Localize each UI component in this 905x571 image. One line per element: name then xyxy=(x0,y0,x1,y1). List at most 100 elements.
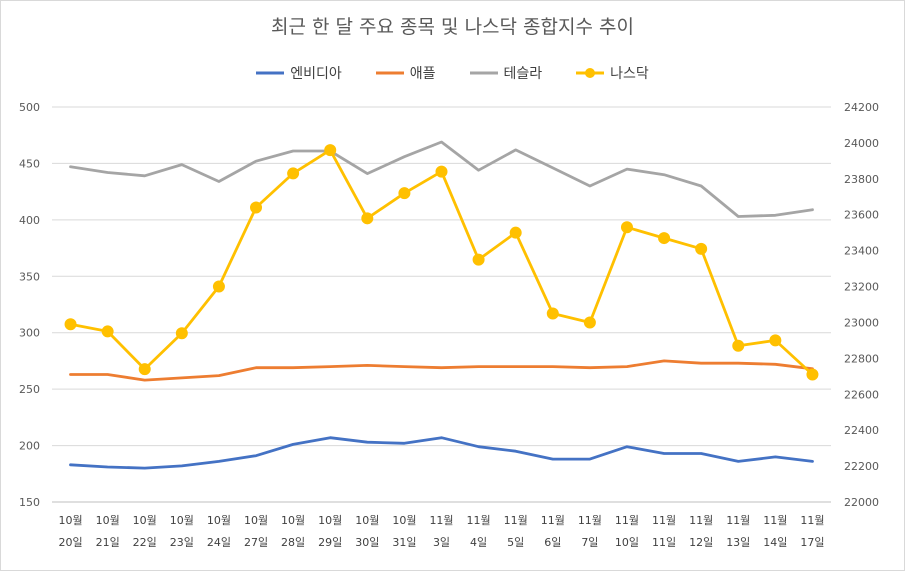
legend-swatch xyxy=(469,71,498,75)
x-tick-label-day: 31일 xyxy=(392,535,416,549)
x-tick-label-month: 11월 xyxy=(429,514,453,527)
data-point-나스닥 xyxy=(658,232,671,245)
x-tick-label-month: 11월 xyxy=(689,514,713,527)
legend-item: 애플 xyxy=(375,63,436,83)
x-tick-label-day: 20일 xyxy=(58,535,82,549)
x-tick-label-day: 13일 xyxy=(726,535,750,549)
legend-label: 엔비디아 xyxy=(290,66,342,82)
series-line-엔비디아 xyxy=(69,436,814,470)
x-tick-label-month: 11월 xyxy=(726,514,750,527)
legend-label: 나스닥 xyxy=(610,66,649,82)
y-left-tick-label: 250 xyxy=(19,383,40,396)
x-tick-label-month: 11월 xyxy=(652,514,676,527)
data-point-나스닥 xyxy=(695,242,708,255)
x-tick-label-day: 14일 xyxy=(763,535,787,549)
x-tick-label-month: 11월 xyxy=(615,514,639,527)
y-left-tick-label: 500 xyxy=(19,101,40,114)
x-tick-label-day: 22일 xyxy=(133,535,157,549)
y-right-tick-label: 23000 xyxy=(844,316,879,329)
x-tick-label-day: 23일 xyxy=(170,535,194,549)
legend-item: 나스닥 xyxy=(576,63,649,83)
y-right-tick-label: 22400 xyxy=(844,424,879,437)
y-right-tick-label: 22800 xyxy=(844,352,879,365)
legend: 엔비디아 애플 테슬라 나스닥 xyxy=(0,63,905,83)
x-tick-label-month: 11월 xyxy=(800,514,824,527)
data-point-나스닥 xyxy=(250,201,263,214)
series-line-나스닥 xyxy=(69,148,814,376)
x-tick-label-day: 5일 xyxy=(507,535,524,549)
x-tick-label-month: 10월 xyxy=(170,514,194,527)
legend-item: 테슬라 xyxy=(469,63,543,83)
x-tick-label-day: 27일 xyxy=(244,535,268,549)
x-tick-label-month: 11월 xyxy=(467,514,491,527)
y-left-tick-label: 450 xyxy=(19,157,40,170)
legend-item: 엔비디아 xyxy=(256,63,342,83)
data-point-나스닥 xyxy=(769,334,782,347)
data-point-나스닥 xyxy=(175,327,188,340)
x-tick-label-month: 10월 xyxy=(392,514,416,527)
data-point-나스닥 xyxy=(101,325,114,338)
legend-label: 테슬라 xyxy=(503,66,543,82)
x-tick-label-month: 11월 xyxy=(504,514,528,527)
data-point-나스닥 xyxy=(138,363,151,376)
x-tick-label-month: 10월 xyxy=(355,514,379,527)
y-left-tick-label: 350 xyxy=(19,270,40,283)
x-tick-label-month: 10월 xyxy=(58,514,82,527)
y-left-tick-label: 150 xyxy=(19,496,40,509)
legend-swatch xyxy=(375,71,404,75)
y-right-tick-label: 23600 xyxy=(844,209,879,222)
data-point-나스닥 xyxy=(583,316,596,329)
x-tick-label-day: 17일 xyxy=(800,535,824,549)
data-point-나스닥 xyxy=(546,307,559,320)
data-point-나스닥 xyxy=(212,280,225,293)
data-point-나스닥 xyxy=(287,167,300,180)
data-point-나스닥 xyxy=(472,253,485,266)
y-right-tick-label: 23200 xyxy=(844,281,879,294)
y-right-tick-label: 24200 xyxy=(844,101,879,114)
x-tick-label-day: 21일 xyxy=(96,535,120,549)
x-tick-label-day: 10일 xyxy=(615,535,639,549)
y-right-tick-label: 22600 xyxy=(844,388,879,401)
data-point-나스닥 xyxy=(64,318,77,331)
data-point-나스닥 xyxy=(732,339,745,352)
x-tick-label-day: 6일 xyxy=(544,535,561,549)
y-right-tick-label: 22000 xyxy=(844,496,879,509)
y-left-tick-label: 300 xyxy=(19,327,40,340)
x-tick-label-day: 30일 xyxy=(355,535,379,549)
x-tick-label-month: 11월 xyxy=(578,514,602,527)
x-tick-label-day: 7일 xyxy=(581,535,598,549)
y-right-tick-label: 24000 xyxy=(844,137,879,150)
data-point-나스닥 xyxy=(398,187,411,200)
y-left-tick-label: 200 xyxy=(19,440,40,453)
series-line-테슬라 xyxy=(69,140,814,218)
x-tick-label-month: 11월 xyxy=(541,514,565,527)
data-point-나스닥 xyxy=(806,368,819,381)
x-tick-label-month: 10월 xyxy=(318,514,342,527)
data-point-나스닥 xyxy=(509,226,522,239)
x-tick-label-day: 24일 xyxy=(207,535,231,549)
legend-swatch xyxy=(576,68,605,78)
x-tick-label-month: 10월 xyxy=(244,514,268,527)
data-point-나스닥 xyxy=(620,221,633,234)
legend-swatch xyxy=(256,71,285,75)
x-tick-label-month: 10월 xyxy=(281,514,305,527)
x-tick-label-month: 10월 xyxy=(133,514,157,527)
chart-title: 최근 한 달 주요 종목 및 나스닥 종합지수 추이 xyxy=(271,16,634,38)
x-tick-label-day: 29일 xyxy=(318,535,342,549)
x-tick-label-day: 4일 xyxy=(470,535,487,549)
data-point-나스닥 xyxy=(361,212,374,225)
series-line-애플 xyxy=(69,359,814,382)
x-tick-label-day: 28일 xyxy=(281,535,305,549)
data-point-나스닥 xyxy=(435,165,448,178)
x-tick-label-month: 10월 xyxy=(207,514,231,527)
x-tick-label-day: 12일 xyxy=(689,535,713,549)
y-right-tick-label: 22200 xyxy=(844,460,879,473)
y-right-tick-label: 23400 xyxy=(844,245,879,258)
x-tick-label-day: 3일 xyxy=(433,535,450,549)
y-right-tick-label: 23800 xyxy=(844,173,879,186)
legend-label: 애플 xyxy=(409,66,436,82)
y-left-tick-label: 400 xyxy=(19,214,40,227)
x-tick-label-month: 11월 xyxy=(763,514,787,527)
